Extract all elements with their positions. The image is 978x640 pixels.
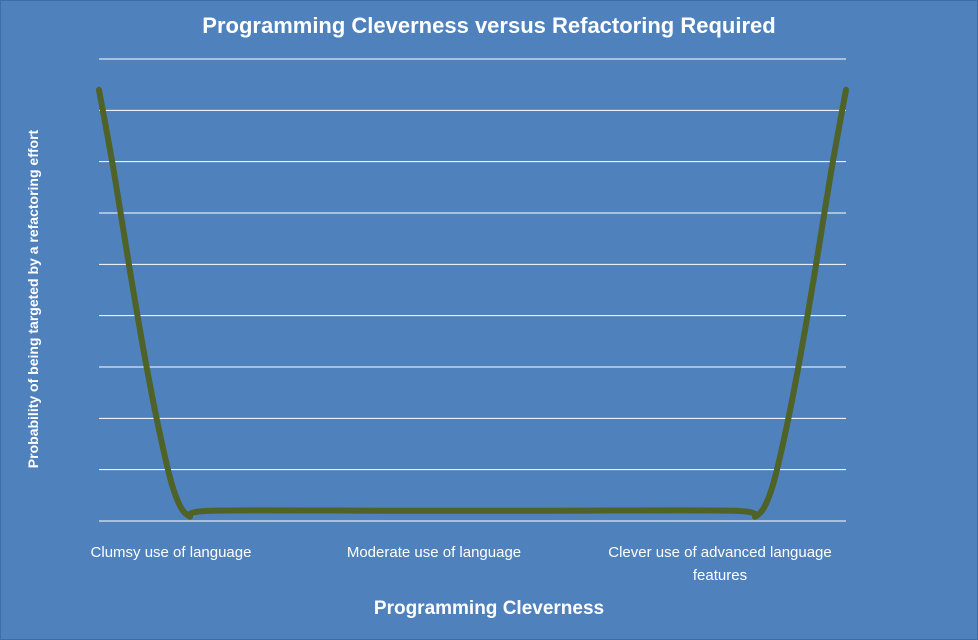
series-line-0 bbox=[96, 86, 849, 520]
x-tick-label-moderate: Moderate use of language bbox=[346, 544, 522, 561]
x-tick-label-clever: Clever use of advanced language features bbox=[608, 544, 832, 584]
x-axis-title: Programming Cleverness bbox=[373, 598, 605, 619]
x-tick-label-clumsy: Clumsy use of language bbox=[90, 544, 252, 561]
chart-title: Programming Cleverness versus Refactorin… bbox=[202, 13, 776, 38]
